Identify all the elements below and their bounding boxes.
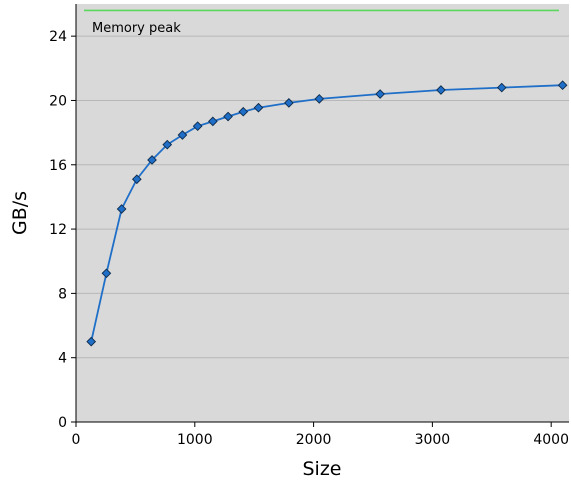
data-point	[436, 85, 446, 95]
data-point	[86, 336, 97, 347]
x-axis-label: Size	[302, 458, 341, 480]
y-ticks: 0 4 8 12 16 20 24	[49, 29, 76, 431]
y-tick-label: 8	[58, 286, 67, 302]
x-ticks: 0 1000 2000 3000 4000	[72, 422, 569, 448]
x-tick-label: 3000	[415, 432, 451, 448]
series-group	[86, 80, 568, 347]
data-point	[101, 268, 112, 279]
series-line	[90, 84, 563, 342]
data-point	[314, 94, 325, 104]
data-point	[238, 106, 249, 117]
data-point	[208, 116, 218, 127]
y-tick-label: 16	[49, 158, 67, 174]
memory-peak-label: Memory peak	[92, 21, 181, 36]
data-point	[496, 82, 507, 93]
y-tick-label: 0	[58, 415, 67, 431]
x-tick-label: 2000	[296, 432, 332, 448]
y-axis-label: GB/s	[9, 191, 31, 235]
y-tick-label: 24	[49, 29, 67, 45]
y-tick-label: 4	[58, 351, 67, 367]
y-tick-label: 20	[49, 93, 67, 109]
data-point	[116, 204, 127, 214]
plot-area	[76, 4, 569, 422]
data-point	[223, 111, 233, 122]
data-point	[253, 102, 264, 113]
data-point	[162, 139, 173, 150]
data-point	[557, 80, 568, 91]
data-point	[284, 98, 294, 108]
data-point	[147, 155, 157, 165]
data-point	[177, 130, 188, 140]
data-point	[192, 121, 203, 132]
data-point	[375, 89, 385, 99]
x-tick-label: 4000	[533, 432, 569, 448]
x-tick-label: 0	[72, 432, 81, 448]
y-tick-label: 12	[49, 222, 67, 238]
data-point	[131, 174, 142, 185]
x-tick-label: 1000	[177, 432, 213, 448]
